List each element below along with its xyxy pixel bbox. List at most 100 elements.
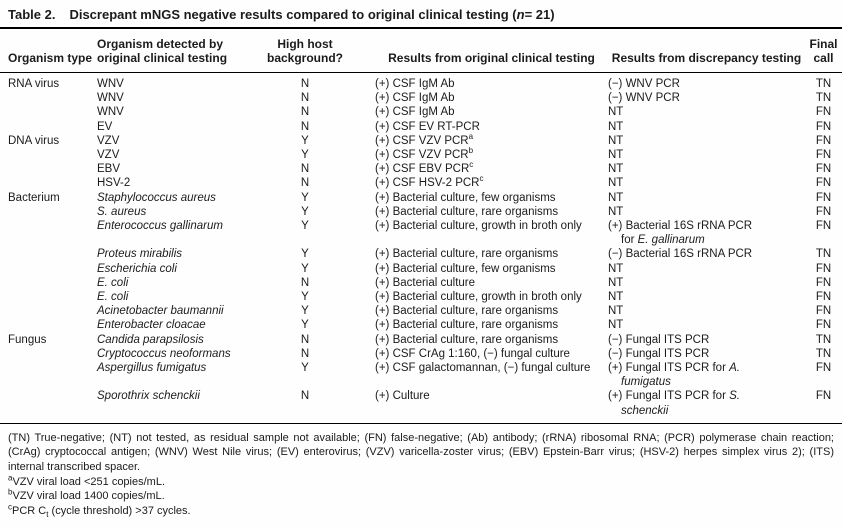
cell-organism-type: DNA virus bbox=[8, 134, 60, 147]
cell-final-call: FN bbox=[815, 120, 832, 133]
cell-high-host: N bbox=[300, 390, 310, 403]
cell-original-results: (+) Bacterial culture, few organisms bbox=[375, 262, 556, 275]
cell-organism: Staphylococcus aureus bbox=[97, 191, 216, 204]
header-rule bbox=[0, 72, 842, 73]
cell-discrepancy-results: NT bbox=[608, 291, 624, 304]
cell-discrepancy-results: (+) Bacterial 16S rRNA PCR for E. gallina… bbox=[608, 220, 753, 247]
cell-original-results: (+) Bacterial culture, growth in broth o… bbox=[375, 291, 582, 304]
table-row: EBV N (+) CSF EBV PCRc NT FN bbox=[8, 160, 842, 176]
cell-original-results: (+) CSF galactomannan, (−) fungal cultur… bbox=[375, 362, 591, 375]
column-header-discrepancy-results: Results from discrepancy testing bbox=[611, 50, 802, 65]
cell-discrepancy-results: NT bbox=[608, 276, 624, 289]
cell-discrepancy-results: NT bbox=[608, 163, 624, 176]
table-row: Aspergillus fumigatus Y (+) CSF galactoman… bbox=[8, 361, 842, 389]
cell-discrepancy-results: (+) Fungal ITS PCR for S. schenckii bbox=[608, 390, 740, 417]
cell-discrepancy-results: (−) Fungal ITS PCR bbox=[608, 333, 710, 346]
cell-organism: WNV bbox=[97, 78, 124, 90]
cell-high-host: N bbox=[300, 92, 310, 105]
cell-original-results: (+) CSF VZV PCRa bbox=[375, 131, 474, 147]
cell-high-host: Y bbox=[301, 319, 309, 332]
cell-original-results: (+) CSF CrAg 1:160, (−) fungal culture bbox=[375, 347, 570, 360]
cell-final-call: FN bbox=[815, 220, 832, 233]
cell-original-results: (+) CSF EBV PCRc bbox=[375, 160, 474, 176]
table-row: Enterobacter cloacae Y (+) Bacterial cultu… bbox=[8, 318, 842, 332]
footnote-b: bVZV viral load 1400 copies/mL. bbox=[8, 487, 165, 503]
cell-discrepancy-results: (−) WNV PCR bbox=[608, 92, 680, 105]
table-row: Escherichia coli Y (+) Bacterial culture, … bbox=[8, 262, 842, 276]
cell-organism: VZV bbox=[97, 149, 120, 162]
table-body: RNA virus WNV N (+) CSF IgM Ab (−) WNV PCR TN… bbox=[0, 73, 842, 423]
cell-original-results: (+) Bacterial culture, rare organisms bbox=[375, 248, 559, 261]
cell-organism: Candida parapsilosis bbox=[97, 333, 204, 346]
cell-high-host: N bbox=[300, 106, 310, 119]
cell-final-call: FN bbox=[815, 362, 832, 375]
table-title-label: Table 2. bbox=[8, 7, 56, 22]
cell-original-results: (+) CSF HSV-2 PCRc bbox=[375, 174, 484, 190]
table-row: S. aureus Y (+) Bacterial culture, rare or… bbox=[8, 205, 842, 219]
cell-organism: S. aureus bbox=[97, 205, 147, 218]
cell-organism: EBV bbox=[97, 163, 121, 176]
cell-organism: Enterobacter cloacae bbox=[97, 319, 206, 332]
cell-final-call: FN bbox=[815, 276, 832, 289]
footnote-a: aVZV viral load <251 copies/mL. bbox=[8, 473, 166, 488]
cell-original-results: (+) Bacterial culture, growth in broth o… bbox=[375, 220, 582, 233]
table-row: Acinetobacter baumannii Y (+) Bacterial cu… bbox=[8, 304, 842, 318]
cell-original-results: (+) CSF IgM Ab bbox=[375, 106, 455, 119]
cell-final-call: TN bbox=[815, 92, 832, 105]
table-row: Sporothrix schenckii N (+) Culture (+) Fung… bbox=[8, 389, 842, 417]
cell-high-host: N bbox=[300, 333, 310, 346]
cell-discrepancy-results: (−) Fungal ITS PCR bbox=[608, 347, 710, 360]
column-header-organism-detected: Organism detected by original clinical t… bbox=[97, 37, 228, 65]
column-header-high-host: High host background? bbox=[266, 37, 343, 65]
cell-high-host: Y bbox=[301, 205, 309, 218]
cell-discrepancy-results: NT bbox=[608, 191, 624, 204]
cell-organism: EV bbox=[97, 120, 113, 133]
cell-discrepancy-results: NT bbox=[608, 205, 624, 218]
cell-final-call: FN bbox=[815, 134, 832, 147]
cell-organism: Cryptococcus neoformans bbox=[97, 347, 231, 360]
cell-organism: Escherichia coli bbox=[97, 262, 177, 275]
cell-high-host: Y bbox=[301, 248, 309, 261]
cell-discrepancy-results: NT bbox=[608, 149, 624, 162]
cell-original-results: (+) CSF IgM Ab bbox=[375, 92, 455, 105]
cell-organism: WNV bbox=[97, 92, 124, 105]
cell-original-results: (+) CSF IgM Ab bbox=[375, 78, 455, 90]
cell-final-call: TN bbox=[815, 347, 832, 360]
table-row: WNV N (+) CSF IgM Ab NT FN bbox=[8, 105, 842, 119]
cell-discrepancy-results: (−) Bacterial 16S rRNA PCR bbox=[608, 248, 753, 261]
table-title-text: Discrepant mNGS negative results compare… bbox=[69, 7, 555, 22]
cell-high-host: N bbox=[300, 120, 310, 133]
cell-discrepancy-results: NT bbox=[608, 305, 624, 318]
cell-final-call: FN bbox=[815, 149, 832, 162]
cell-high-host: Y bbox=[301, 191, 309, 204]
cell-original-results: (+) Bacterial culture, rare organisms bbox=[375, 305, 559, 318]
cell-organism: E. coli bbox=[97, 276, 129, 289]
table-row: VZV Y (+) CSF VZV PCRb NT FN bbox=[8, 147, 842, 162]
cell-high-host: N bbox=[300, 276, 310, 289]
cell-organism-type: Bacterium bbox=[8, 191, 60, 204]
cell-high-host: Y bbox=[301, 220, 309, 233]
cell-high-host: Y bbox=[301, 262, 309, 275]
cell-final-call: FN bbox=[815, 177, 832, 190]
cell-discrepancy-results: NT bbox=[608, 120, 624, 133]
cell-discrepancy-results: NT bbox=[608, 134, 624, 147]
column-header-organism-type: Organism type bbox=[8, 50, 93, 65]
cell-discrepancy-results: (−) WNV PCR bbox=[608, 78, 680, 90]
cell-organism: E. coli bbox=[97, 291, 129, 304]
cell-final-call: TN bbox=[815, 333, 832, 346]
cell-organism: Sporothrix schenckii bbox=[97, 390, 200, 403]
cell-discrepancy-results: NT bbox=[608, 262, 624, 275]
cell-high-host: N bbox=[300, 347, 310, 360]
cell-organism: Proteus mirabilis bbox=[97, 248, 182, 261]
cell-organism: VZV bbox=[97, 134, 120, 147]
cell-discrepancy-results: (+) Fungal ITS PCR for A. fumigatus bbox=[608, 362, 740, 389]
cell-high-host: N bbox=[300, 177, 310, 190]
cell-final-call: FN bbox=[815, 390, 832, 403]
footnote-block: (TN) True-negative; (NT) not tested, as … bbox=[0, 424, 842, 519]
cell-high-host: Y bbox=[301, 362, 309, 375]
table-row: E. coli N (+) Bacterial culture NT FN bbox=[8, 276, 842, 290]
cell-discrepancy-results: NT bbox=[608, 319, 624, 332]
cell-high-host: Y bbox=[301, 305, 309, 318]
cell-final-call: FN bbox=[815, 305, 832, 318]
